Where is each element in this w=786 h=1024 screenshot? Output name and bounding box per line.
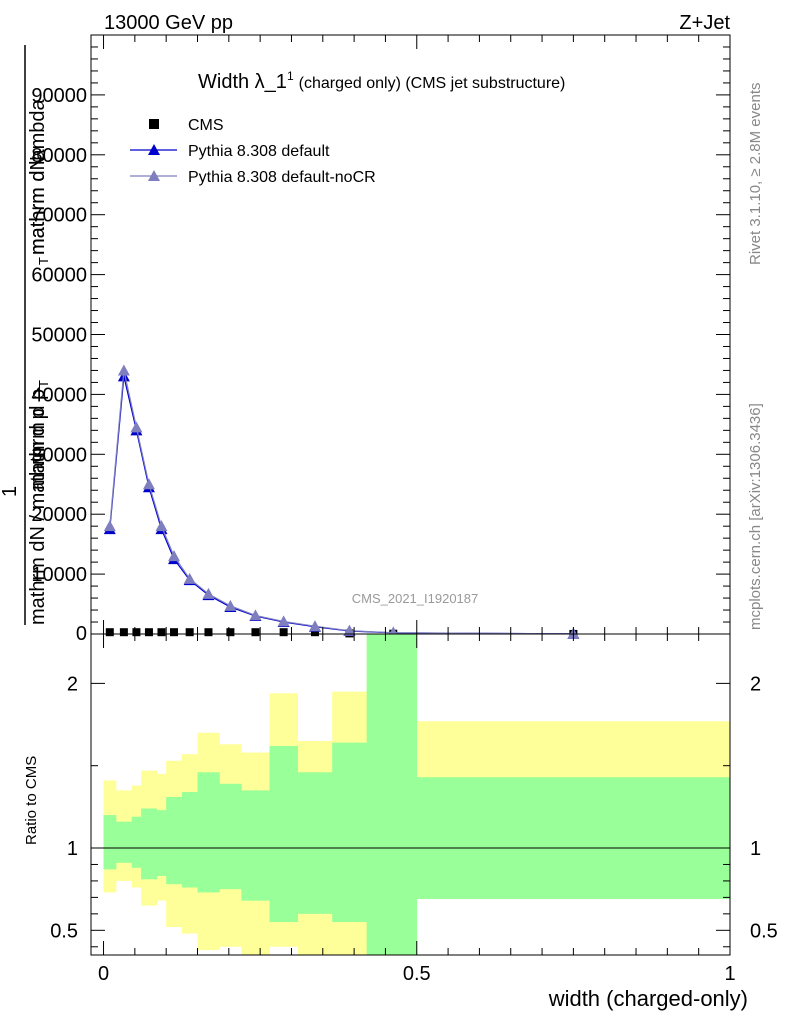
data-point-triangle — [183, 572, 196, 584]
legend-label: CMS — [188, 117, 224, 134]
ylabel-numerator-2: mathrm d p — [27, 389, 49, 490]
uncertainty-band-bin — [116, 821, 133, 863]
uncertainty-band-bin — [269, 745, 299, 923]
data-point-square — [204, 628, 213, 637]
main-ylabel: mathrm dN mathrm d p T mathrm d lambda 1… — [0, 45, 51, 625]
data-point-triangle — [343, 624, 356, 636]
data-point-square — [119, 628, 128, 637]
data-point-square — [105, 628, 114, 637]
analysis-watermark: CMS_2021_I1920187 — [352, 591, 479, 606]
legend-label: Pythia 8.308 default-noCR — [188, 169, 376, 186]
data-point-triangle — [168, 550, 181, 562]
series-line — [109, 370, 574, 635]
uncertainty-band-bin — [166, 796, 183, 885]
data-point-triangle — [308, 620, 321, 632]
plot-title-rest: (charged only) (CMS jet substructure) — [299, 75, 566, 92]
data-point-square — [132, 628, 141, 637]
uncertainty-band-bin — [141, 808, 158, 880]
header-left: 13000 GeV pp — [104, 12, 233, 34]
data-point-triangle — [224, 599, 237, 611]
ratio-y-tick-label: 1 — [67, 838, 78, 860]
ylabel-numerator-sub: T — [36, 257, 51, 265]
data-point-square — [251, 628, 260, 637]
y-tick-label: 20000 — [31, 504, 87, 526]
uncertainty-band-bin — [241, 790, 270, 901]
data-point-triangle — [130, 421, 143, 433]
plot-title-main: Width λ_1 — [198, 71, 287, 93]
y-tick-label: 30000 — [31, 444, 87, 466]
ratio-panel: 0.5 0.5 1 1 2 2 0 0.5 1 — [50, 633, 778, 985]
main-plot-panel: 10000 20000 30000 40000 50000 60000 70000 80000… — [31, 34, 731, 645]
data-point-triangle — [202, 587, 215, 599]
data-point-triangle — [277, 615, 290, 627]
data-point-square — [157, 628, 166, 637]
uncertainty-band-bin — [366, 634, 418, 955]
y-tick-label-zero: 0 — [76, 623, 87, 645]
series-line — [109, 376, 574, 635]
y-tick-label: 80000 — [31, 145, 87, 167]
ratio-xlabel: width (charged-only) — [548, 986, 748, 1011]
ylabel-numerator-3: mathrm d lambda — [27, 99, 49, 255]
mcplots-label: mcplots.cern.ch [arXiv:1306.3436] — [747, 403, 764, 630]
legend: CMS Pythia 8.308 default Pythia 8.308 defa… — [130, 117, 376, 186]
data-point-square — [144, 628, 153, 637]
data-point-triangle — [117, 364, 130, 376]
ratio-y-tick-label: 2 — [67, 673, 78, 695]
ratio-y-tick-label-right: 1 — [750, 838, 761, 860]
rivet-label: Rivet 3.1.10, ≥ 2.8M events — [747, 83, 764, 266]
ratio-x-tick-label: 1 — [724, 963, 735, 985]
uncertainty-band-bin — [181, 792, 198, 888]
y-tick-label: 70000 — [31, 205, 87, 227]
header-right: Z+Jet — [679, 12, 730, 34]
data-point-triangle — [249, 609, 262, 621]
plot-title: Width λ_11 (charged only) (CMS jet substr… — [198, 69, 565, 93]
ratio-y-tick-label-right: 0.5 — [750, 920, 778, 942]
legend-marker-square — [149, 119, 159, 129]
data-point-square — [226, 628, 235, 637]
y-tick-label: 40000 — [31, 384, 87, 406]
data-point-square — [310, 628, 319, 637]
uncertainty-band-bin — [416, 777, 731, 900]
uncertainty-band-bin — [103, 815, 117, 870]
data-point-triangle — [155, 520, 168, 532]
y-tick-label: 90000 — [31, 85, 87, 107]
plot-title-sup: 1 — [287, 69, 294, 83]
ylabel-denominator: mathrm dN / mathrm d p — [27, 408, 49, 625]
uncertainty-band-bin — [332, 742, 367, 923]
ratio-x-tick-label: 0 — [98, 963, 109, 985]
y-tick-label: 50000 — [31, 325, 87, 347]
uncertainty-band-bin — [156, 810, 167, 876]
legend-marker-triangle — [148, 144, 160, 155]
ratio-y-tick-label-right: 2 — [750, 673, 761, 695]
ratio-ylabel: Ratio to CMS — [23, 756, 40, 845]
uncertainty-band-bin — [197, 772, 220, 893]
data-point-square — [170, 628, 179, 637]
data-point-square — [185, 628, 194, 637]
data-point-triangle — [142, 478, 155, 490]
ylabel-one: 1 — [0, 486, 21, 497]
ratio-y-tick-label: 0.5 — [50, 920, 78, 942]
y-tick-label: 60000 — [31, 265, 87, 287]
ylabel-denominator-sub: T — [36, 380, 51, 388]
uncertainty-band-bin — [297, 772, 333, 914]
ratio-plot-frame — [90, 633, 731, 956]
ratio-x-tick-label: 0.5 — [403, 963, 431, 985]
legend-marker-triangle — [148, 170, 160, 181]
data-point-square — [279, 628, 288, 637]
y-tick-label: 10000 — [31, 564, 87, 586]
ylabel-numerator-1: mathrm dN — [27, 156, 49, 255]
uncertainty-band-bin — [131, 816, 142, 868]
main-plot-frame — [90, 34, 731, 635]
data-point-triangle — [103, 520, 116, 532]
uncertainty-band-bin — [219, 783, 242, 890]
legend-label: Pythia 8.308 default — [188, 143, 330, 160]
